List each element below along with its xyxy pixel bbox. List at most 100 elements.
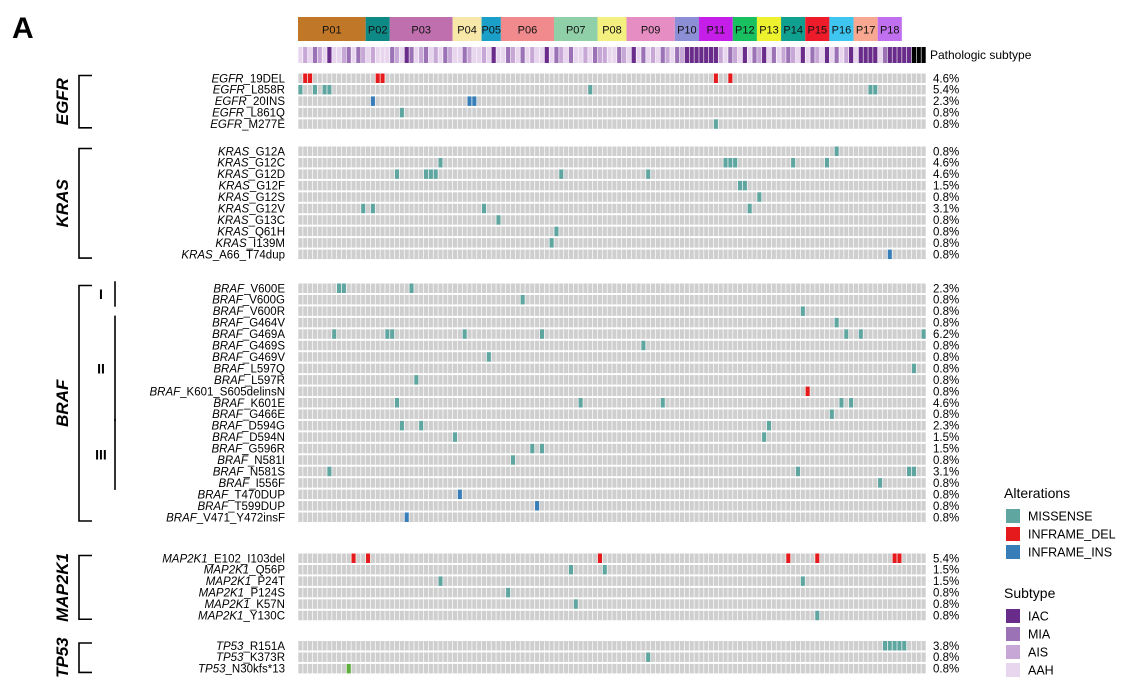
empty-cell <box>506 226 511 237</box>
empty-cell <box>481 420 487 431</box>
empty-cell <box>510 73 516 83</box>
empty-cell <box>907 238 912 248</box>
empty-cell <box>452 73 458 83</box>
empty-cell <box>902 553 907 563</box>
empty-cell <box>902 73 907 83</box>
empty-cell <box>298 73 303 83</box>
empty-cell <box>593 119 598 129</box>
empty-cell <box>820 294 825 305</box>
empty-cell <box>477 157 482 168</box>
empty-cell <box>341 340 346 351</box>
empty-cell <box>800 119 805 129</box>
empty-cell <box>501 317 506 328</box>
empty-cell <box>771 107 776 118</box>
empty-cell <box>607 84 612 95</box>
empty-cell <box>675 340 680 351</box>
empty-cell <box>622 329 627 339</box>
empty-cell <box>868 180 873 191</box>
empty-cell <box>370 489 375 500</box>
empty-cell <box>723 432 728 442</box>
empty-cell <box>708 443 714 454</box>
empty-cell <box>641 180 646 191</box>
subtype-cell <box>626 47 632 63</box>
empty-cell <box>515 96 520 106</box>
empty-cell <box>423 73 429 83</box>
empty-cell <box>907 455 912 465</box>
empty-cell <box>481 512 487 522</box>
empty-cell <box>708 294 714 305</box>
empty-cell <box>641 215 646 225</box>
empty-cell <box>467 238 472 248</box>
empty-cell <box>506 553 511 563</box>
empty-cell <box>849 455 854 465</box>
empty-cell <box>467 226 472 237</box>
empty-cell <box>336 443 342 454</box>
empty-cell <box>694 409 699 419</box>
empty-cell <box>568 363 574 374</box>
empty-cell <box>385 420 390 431</box>
empty-cell <box>853 84 859 95</box>
empty-cell <box>298 501 303 511</box>
empty-cell <box>365 466 371 477</box>
empty-cell <box>394 73 400 83</box>
subtype-cell <box>438 47 443 63</box>
empty-cell <box>839 409 844 419</box>
empty-cell <box>713 294 718 305</box>
empty-cell <box>612 238 617 248</box>
empty-cell <box>303 352 308 362</box>
empty-cell <box>607 317 612 328</box>
empty-cell <box>404 73 409 83</box>
empty-cell <box>815 306 820 316</box>
empty-cell <box>573 306 578 316</box>
empty-cell <box>375 169 380 179</box>
empty-cell <box>834 203 839 214</box>
empty-cell <box>462 107 467 118</box>
empty-cell <box>506 443 511 454</box>
empty-cell <box>593 398 598 408</box>
empty-cell <box>361 489 366 500</box>
empty-cell <box>631 226 636 237</box>
empty-cell <box>477 119 482 129</box>
empty-cell <box>650 317 656 328</box>
empty-cell <box>477 409 482 419</box>
subtype-cell <box>631 47 636 63</box>
empty-cell <box>689 192 694 202</box>
empty-cell <box>332 73 337 83</box>
empty-cell <box>308 107 313 118</box>
empty-cell <box>892 283 897 293</box>
empty-cell <box>839 283 844 293</box>
empty-cell <box>824 169 830 179</box>
empty-cell <box>409 398 414 408</box>
empty-cell <box>747 192 752 202</box>
empty-cell <box>491 432 496 442</box>
empty-cell <box>370 192 375 202</box>
empty-cell <box>704 432 709 442</box>
empty-cell <box>462 317 467 328</box>
alteration-cell <box>298 84 303 95</box>
empty-cell <box>839 306 844 316</box>
empty-cell <box>834 306 839 316</box>
empty-cell <box>781 306 786 316</box>
empty-cell <box>834 226 839 237</box>
empty-cell <box>791 329 796 339</box>
empty-cell <box>549 180 554 191</box>
empty-cell <box>622 192 627 202</box>
empty-cell <box>752 119 757 129</box>
empty-cell <box>423 215 429 225</box>
empty-cell <box>486 375 491 385</box>
empty-cell <box>762 238 767 248</box>
empty-cell <box>559 146 564 156</box>
empty-cell <box>650 512 656 522</box>
empty-cell <box>467 553 472 563</box>
empty-cell <box>646 466 651 477</box>
empty-cell <box>593 73 598 83</box>
empty-cell <box>675 420 680 431</box>
empty-cell <box>433 283 438 293</box>
empty-cell <box>747 352 752 362</box>
empty-cell <box>868 306 873 316</box>
empty-cell <box>423 553 429 563</box>
empty-cell <box>733 238 738 248</box>
empty-cell <box>776 512 781 522</box>
empty-cell <box>457 192 462 202</box>
empty-cell <box>544 226 549 237</box>
